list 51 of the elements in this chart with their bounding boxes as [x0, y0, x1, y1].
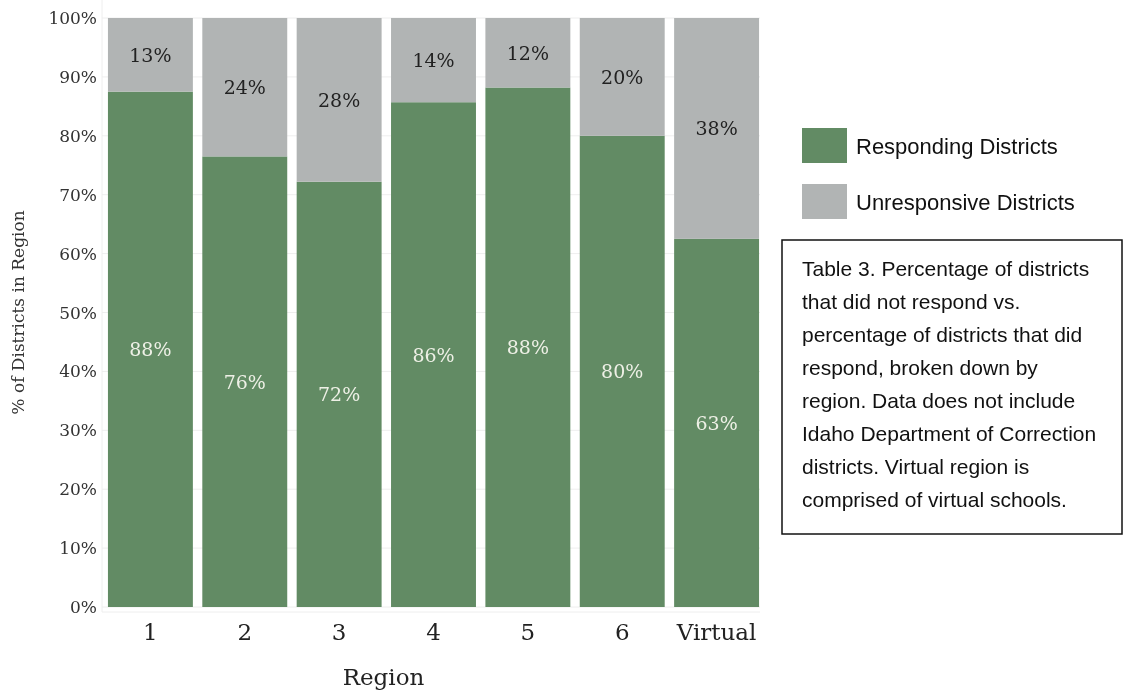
- y-tick-label: 50%: [59, 302, 97, 323]
- bar: [391, 102, 476, 607]
- bar: [485, 18, 571, 88]
- data-label: 28%: [318, 88, 361, 111]
- data-label: 14%: [412, 49, 455, 72]
- data-label: 88%: [506, 336, 549, 359]
- bar: [579, 135, 665, 607]
- data-label: 88%: [129, 338, 172, 361]
- data-label: 76%: [223, 370, 266, 393]
- y-tick-label: 70%: [59, 184, 97, 205]
- y-tick-label: 10%: [59, 538, 97, 559]
- y-tick-label: 40%: [59, 361, 97, 382]
- bar: [485, 87, 571, 607]
- x-axis-title: Region: [342, 664, 425, 690]
- bar: [296, 181, 382, 607]
- bar: [391, 18, 476, 103]
- x-tick-label: 4: [426, 619, 441, 645]
- bar: [296, 18, 382, 182]
- y-tick-label: 90%: [59, 66, 97, 87]
- bar: [579, 18, 665, 136]
- x-tick-label: Virtual: [675, 619, 757, 645]
- y-tick-label: 20%: [59, 479, 97, 500]
- data-label: 63%: [695, 411, 738, 434]
- data-label: 24%: [223, 76, 266, 99]
- y-tick-label: 60%: [59, 243, 97, 264]
- bar: [202, 156, 288, 607]
- bar: [674, 238, 760, 607]
- x-tick-label: 2: [237, 619, 253, 645]
- y-tick-label: 100%: [48, 8, 97, 28]
- x-tick-label: 5: [520, 619, 536, 645]
- data-label: 38%: [695, 117, 738, 140]
- legend-label: Unresponsive Districts: [856, 190, 1075, 215]
- bar: [107, 91, 193, 607]
- y-tick-label: 80%: [59, 125, 97, 146]
- data-label: 72%: [318, 383, 361, 406]
- x-tick-label: 3: [331, 619, 347, 645]
- data-label: 80%: [601, 360, 644, 383]
- bar: [107, 18, 193, 92]
- bar: [202, 18, 288, 157]
- x-tick-label: 1: [143, 619, 158, 645]
- data-label: 20%: [601, 65, 644, 88]
- y-axis-title: % of Districts in Region: [8, 210, 28, 415]
- y-tick-label: 0%: [70, 597, 97, 617]
- legend-label: Responding Districts: [856, 134, 1058, 159]
- x-tick-label: 6: [614, 619, 630, 645]
- data-label: 12%: [506, 41, 549, 64]
- bar: [674, 18, 760, 239]
- data-label: 86%: [412, 343, 455, 366]
- y-tick-label: 30%: [59, 420, 97, 441]
- data-label: 13%: [129, 43, 172, 66]
- caption: Table 3. Percentage of districts that did not respond vs. percentage of districts that did respond, broken down by region. Data does not include Idaho Department of Correction districts. Virtual region is comprised of virtual schools.: [802, 257, 1097, 511]
